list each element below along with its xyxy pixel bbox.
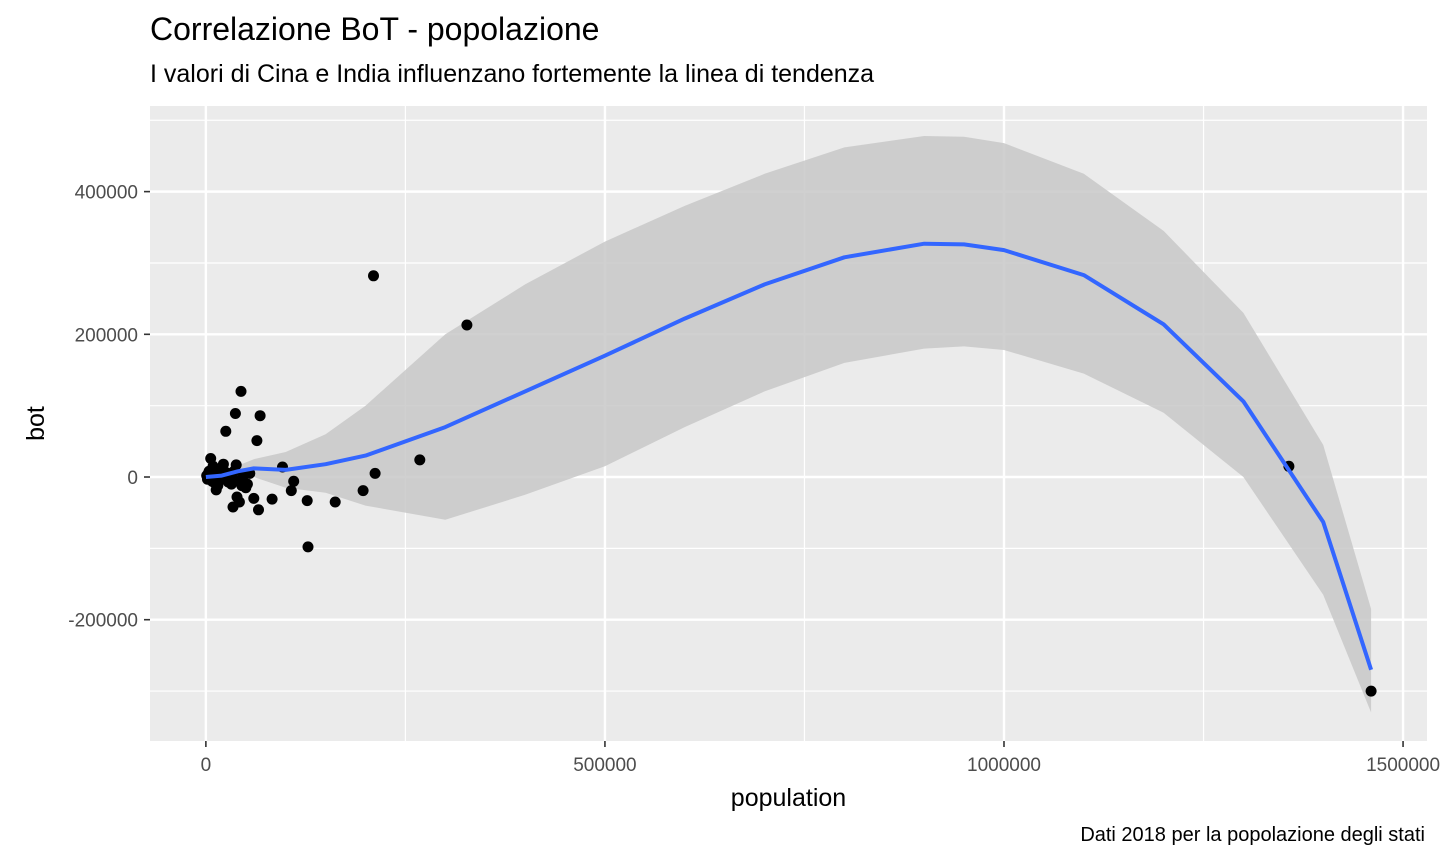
trend-line bbox=[205, 241, 1374, 671]
x-axis-ticks: 0 500000 1000000 1500000 bbox=[201, 741, 1440, 776]
data-point bbox=[251, 435, 263, 447]
data-point bbox=[414, 454, 426, 466]
data-point bbox=[369, 467, 381, 479]
x-tick-label: 0 bbox=[201, 755, 212, 776]
y-tick-label: 200000 bbox=[75, 325, 138, 346]
chart-caption: Dati 2018 per la popolazione degli stati bbox=[1080, 824, 1425, 846]
y-tick-label: 400000 bbox=[75, 183, 138, 204]
x-tick-label: 1500000 bbox=[1366, 755, 1440, 776]
y-axis-ticks: -200000 0 200000 400000 bbox=[68, 183, 150, 632]
data-point bbox=[368, 270, 379, 282]
data-point bbox=[357, 485, 369, 497]
data-point bbox=[266, 493, 278, 505]
data-point bbox=[285, 485, 297, 497]
data-point bbox=[248, 492, 260, 504]
x-tick-label: 1000000 bbox=[967, 755, 1041, 776]
data-point bbox=[235, 385, 247, 397]
data-point bbox=[230, 459, 242, 471]
x-tick-label: 500000 bbox=[573, 755, 636, 776]
y-tick-label: 0 bbox=[127, 468, 138, 489]
chart-subtitle: I valori di Cina e India influenzano for… bbox=[150, 60, 875, 88]
confidence-band bbox=[205, 136, 1372, 713]
data-point bbox=[254, 410, 266, 422]
x-axis-title: population bbox=[731, 784, 846, 812]
data-point bbox=[253, 504, 264, 516]
chart-title: Correlazione BoT - popolazione bbox=[150, 11, 600, 47]
data-point bbox=[220, 425, 232, 437]
data-point bbox=[301, 495, 313, 507]
data-point bbox=[461, 319, 473, 331]
data-point bbox=[288, 475, 300, 487]
y-axis-title: bot bbox=[22, 406, 50, 441]
data-point bbox=[217, 458, 229, 470]
data-point bbox=[229, 408, 241, 419]
data-point bbox=[233, 496, 245, 508]
y-tick-label: -200000 bbox=[68, 611, 138, 632]
data-point bbox=[241, 478, 253, 490]
data-points bbox=[201, 270, 1377, 697]
data-point bbox=[1365, 685, 1377, 697]
data-point bbox=[302, 541, 314, 553]
data-point bbox=[329, 496, 341, 508]
